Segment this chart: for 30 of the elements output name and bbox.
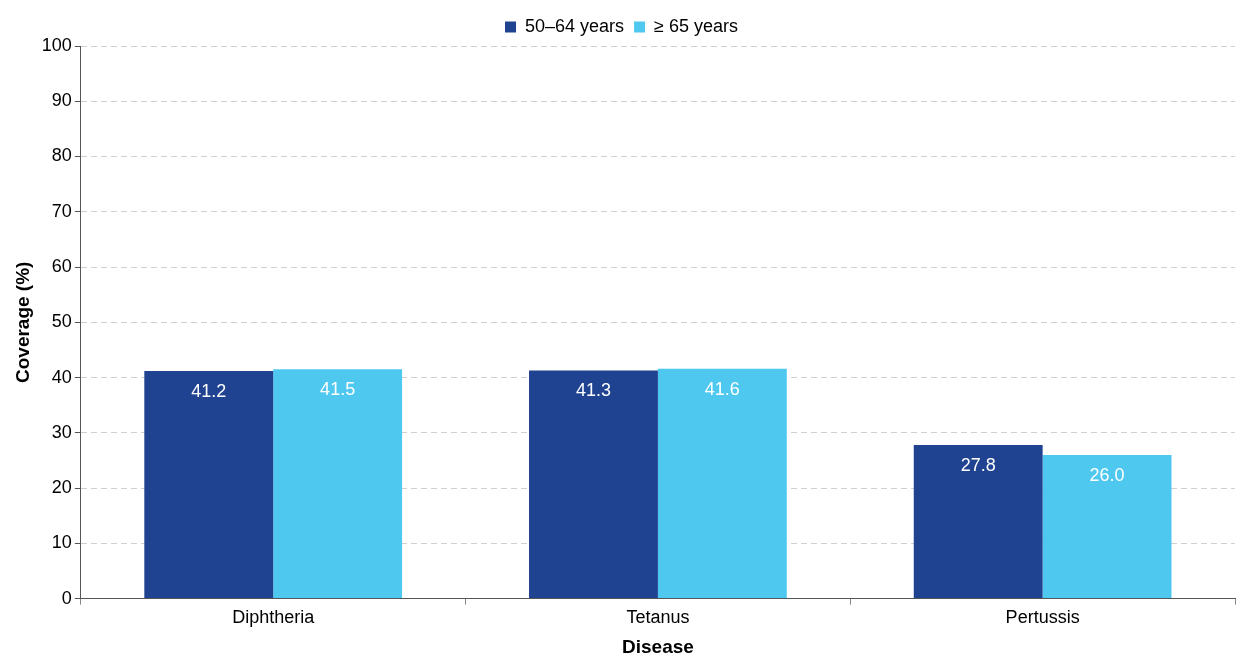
data-label: 41.6 — [704, 378, 740, 399]
x-tick-label: Tetanus — [626, 607, 690, 628]
bar — [144, 370, 274, 599]
y-tick-label: 0 — [61, 587, 72, 608]
x-tick-label: Pertussis — [1005, 607, 1080, 628]
y-tick-label: 70 — [51, 200, 72, 221]
bar — [657, 368, 787, 599]
y-tick-label: 50 — [51, 311, 72, 332]
y-tick-label: 30 — [51, 421, 72, 442]
y-axis-title: Coverage (%) — [11, 261, 33, 384]
y-tick-label: 100 — [41, 34, 72, 55]
y-tick-label: 60 — [51, 256, 72, 277]
data-label: 27.8 — [960, 454, 996, 475]
bar — [273, 369, 403, 599]
x-tick-label: Diphtheria — [232, 607, 316, 628]
y-tick-label: 80 — [51, 145, 72, 166]
bar — [913, 444, 1043, 599]
data-label: 41.5 — [320, 379, 356, 400]
legend-label: 50–64 years — [525, 15, 625, 36]
y-tick-label: 40 — [51, 366, 72, 387]
data-label: 26.0 — [1089, 464, 1125, 485]
data-label: 41.2 — [191, 380, 227, 401]
bar — [1042, 454, 1172, 599]
data-label: 41.3 — [575, 380, 611, 401]
y-tick-label: 10 — [51, 532, 72, 553]
y-tick-label: 90 — [51, 90, 72, 111]
bar — [529, 370, 658, 599]
y-tick-label: 20 — [51, 477, 72, 498]
legend-label: ≥ 65 years — [654, 15, 738, 36]
x-axis-title: Disease — [621, 635, 694, 657]
